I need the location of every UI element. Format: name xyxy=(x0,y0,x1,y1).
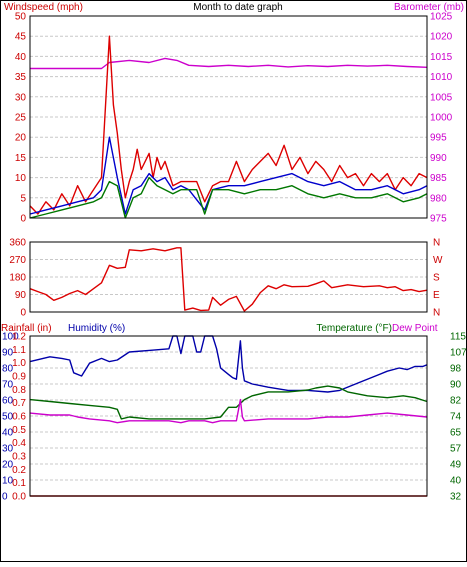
compass-tick-label: N xyxy=(433,238,440,249)
temp-series-line xyxy=(29,385,428,420)
wind-tick-label: 25 xyxy=(15,113,27,124)
rain-humidity-panel-frame xyxy=(29,335,428,497)
humidity-tick-label: 80 xyxy=(2,364,14,375)
barometer-tick-label: 1000 xyxy=(430,113,453,124)
humidity-tick-label: 0 xyxy=(2,492,8,503)
barometer-tick-label: 1025 xyxy=(430,12,453,23)
rainfall-tick-label: 0.1 xyxy=(12,478,26,489)
compass-tick-label: E xyxy=(433,290,440,301)
humidity-tick-label: 60 xyxy=(2,396,14,407)
compass-tick-label: W xyxy=(433,255,443,266)
wind-tick-label: 0 xyxy=(20,214,26,225)
dew-series-line xyxy=(29,398,428,424)
temperature-tick-label: 65 xyxy=(450,428,462,439)
barometer-tick-label: 1010 xyxy=(430,72,453,83)
hum-series-line xyxy=(29,335,428,393)
wind-tick-label: 50 xyxy=(15,12,27,23)
barometer-tick-label: 1015 xyxy=(430,52,453,63)
rainfall-tick-label: 0.7 xyxy=(12,398,26,409)
tick-labels-layer: 0510152025303540455097598098599099510001… xyxy=(2,12,467,503)
windspeed-axis-label: Windspeed (mph) xyxy=(4,2,83,13)
rainfall-axis-label: Rainfall (in) xyxy=(1,323,52,334)
humidity-tick-label: 10 xyxy=(2,476,14,487)
temperature-tick-label: 32 xyxy=(450,492,462,503)
direction-tick-label: 180 xyxy=(9,273,26,284)
humidity-tick-label: 70 xyxy=(2,380,14,391)
direction-tick-label: 0 xyxy=(20,308,26,319)
barometer-tick-label: 1020 xyxy=(430,32,453,43)
humidity-axis-label: Humidity (%) xyxy=(68,323,125,334)
direction-panel-frame xyxy=(29,241,428,313)
direction-tick-label: 360 xyxy=(9,238,26,249)
wind-tick-label: 45 xyxy=(15,32,27,43)
temperature-tick-label: 90 xyxy=(450,380,462,391)
barometer-tick-label: 985 xyxy=(430,173,447,184)
rainfall-tick-label: 0.6 xyxy=(12,412,26,423)
temperature-tick-label: 107 xyxy=(450,348,467,359)
barometer-axis-label: Barometer (mb) xyxy=(394,2,464,13)
page-title: Month to date graph xyxy=(193,2,283,13)
temperature-tick-label: 40 xyxy=(450,476,462,487)
wind-tick-label: 20 xyxy=(15,133,27,144)
rainfall-tick-label: 0.9 xyxy=(12,372,26,383)
wind-tick-label: 30 xyxy=(15,92,27,103)
rainfall-tick-label: 0.4 xyxy=(12,438,26,449)
barometer-tick-label: 980 xyxy=(430,193,447,204)
humidity-tick-label: 30 xyxy=(2,444,14,455)
temperature-tick-label: 82 xyxy=(450,396,462,407)
humidity-tick-label: 20 xyxy=(2,460,14,471)
direction-tick-label: 270 xyxy=(9,255,26,266)
rainfall-tick-label: 0.5 xyxy=(12,425,26,436)
rainfall-tick-label: 0.0 xyxy=(12,492,26,503)
direction-tick-label: 90 xyxy=(15,290,27,301)
series-layer xyxy=(29,35,428,497)
baro-series-line xyxy=(30,57,428,70)
barometer-tick-label: 975 xyxy=(430,214,447,225)
compass-tick-label: N xyxy=(433,308,440,319)
temperature-tick-label: 57 xyxy=(450,444,462,455)
humidity-tick-label: 90 xyxy=(2,348,14,359)
avg-series-line xyxy=(29,176,428,219)
barometer-tick-label: 990 xyxy=(430,153,447,164)
rainfall-tick-label: 1.0 xyxy=(12,358,26,369)
barometer-tick-label: 995 xyxy=(430,133,447,144)
temperature-tick-label: 74 xyxy=(450,412,462,423)
wind-series-line xyxy=(29,35,428,215)
rainfall-tick-label: 0.3 xyxy=(12,452,26,463)
panel-frames-layer xyxy=(29,15,428,497)
barometer-tick-label: 1005 xyxy=(430,92,453,103)
humidity-tick-label: 40 xyxy=(2,428,14,439)
compass-tick-label: S xyxy=(433,273,440,284)
rainfall-tick-label: 1.2 xyxy=(12,332,26,343)
wind-panel-frame xyxy=(29,15,428,219)
temperature-axis-label: Temperature (°F) xyxy=(316,323,392,334)
wind-tick-label: 15 xyxy=(15,153,27,164)
grid-layer xyxy=(30,35,427,481)
rainfall-tick-label: 1.1 xyxy=(12,345,26,356)
temperature-tick-label: 98 xyxy=(450,364,462,375)
wind-tick-label: 35 xyxy=(15,72,27,83)
wind-tick-label: 40 xyxy=(15,52,27,63)
dir-series-line xyxy=(29,247,428,312)
wind-tick-label: 5 xyxy=(20,193,26,204)
humidity-tick-label: 50 xyxy=(2,412,14,423)
temperature-tick-label: 49 xyxy=(450,460,462,471)
wind-tick-label: 10 xyxy=(15,173,27,184)
rainfall-tick-label: 0.8 xyxy=(12,385,26,396)
humidity-tick-label: 100 xyxy=(2,332,19,343)
temperature-tick-label: 115 xyxy=(450,332,466,343)
rainfall-tick-label: 0.2 xyxy=(12,465,26,476)
dew-point-axis-label: Dew Point xyxy=(392,323,438,334)
